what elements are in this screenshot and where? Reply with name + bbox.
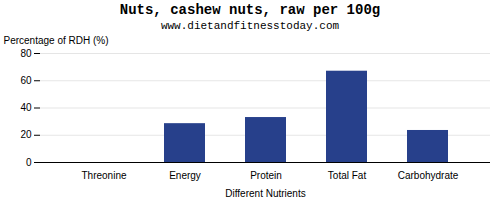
html-text:www.dietandfitnesstoday.com: www.dietandfitnesstoday.com — [160, 20, 340, 32]
svg-text:Energy: Energy — [169, 170, 201, 181]
svg-text:Different Nutrients: Different Nutrients — [225, 188, 305, 199]
svg-text:Percentage of RDH (%): Percentage of RDH (%) — [4, 35, 109, 46]
svg-text:0: 0 — [26, 157, 32, 168]
html-text:Nuts, cashew nuts, raw per 100: Nuts, cashew nuts, raw per 100g — [119, 2, 381, 18]
svg-text:20: 20 — [20, 129, 32, 140]
svg-text:Carbohydrate: Carbohydrate — [398, 170, 459, 181]
svg-text:40: 40 — [20, 102, 32, 113]
svg-text:Total Fat: Total Fat — [328, 170, 367, 181]
svg-text:80: 80 — [20, 48, 32, 59]
svg-text:Protein: Protein — [250, 170, 282, 181]
svg-text:Threonine: Threonine — [81, 170, 126, 181]
svg-text:60: 60 — [20, 75, 32, 86]
